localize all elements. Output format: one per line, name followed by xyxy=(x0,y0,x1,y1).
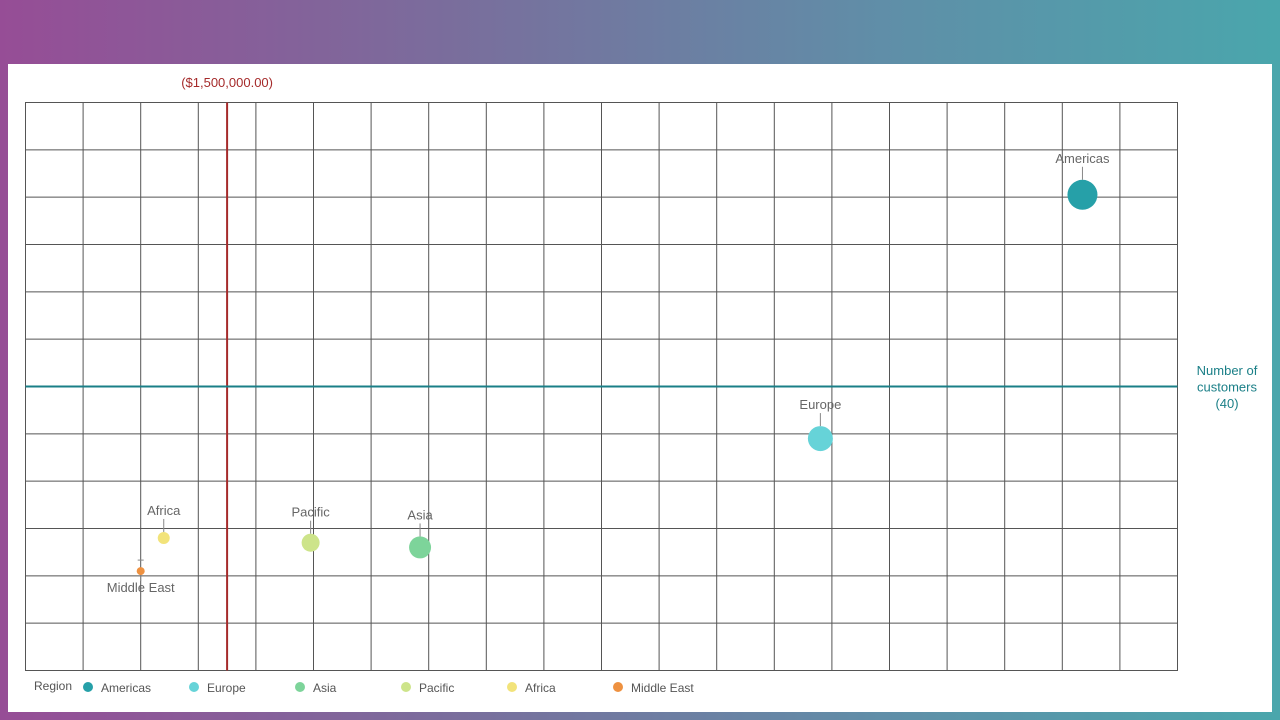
x-reference-label: ($1,500,000.00) xyxy=(181,75,273,90)
legend-swatch xyxy=(401,682,411,692)
chart-card xyxy=(8,64,1272,712)
reference-lines: ($1,500,000.00) Number of customers (40) xyxy=(25,75,1258,671)
legend-item-label: Americas xyxy=(101,681,151,695)
data-label: Africa xyxy=(147,503,181,518)
legend-swatch xyxy=(295,682,305,692)
legend-swatch xyxy=(613,682,623,692)
data-point-europe xyxy=(807,426,833,452)
data-label: Asia xyxy=(407,507,433,522)
data-label: Middle East xyxy=(107,580,175,595)
data-point-asia xyxy=(409,536,432,559)
legend-item-label: Asia xyxy=(313,681,337,695)
data-point-middle-east xyxy=(136,567,145,576)
data-label: Americas xyxy=(1055,151,1110,166)
data-points: Americas Europe Asia Pacific Africa Middle Ea… xyxy=(107,151,1110,595)
legend: Region Americas Europe Asia Pacific Africa Mid… xyxy=(34,679,694,695)
data-point-americas xyxy=(1067,179,1098,210)
legend-swatch xyxy=(83,682,93,692)
legend-swatch xyxy=(507,682,517,692)
legend-title: Region xyxy=(34,679,72,693)
legend-swatch xyxy=(189,682,199,692)
data-label: Europe xyxy=(799,397,841,412)
data-point-pacific xyxy=(301,533,320,552)
legend-item-label: Middle East xyxy=(631,681,694,695)
legend-item-label: Europe xyxy=(207,681,246,695)
data-label: Pacific xyxy=(291,505,330,520)
legend-item-label: Africa xyxy=(525,681,556,695)
y-reference-label: Number of customers (40) xyxy=(1197,363,1258,411)
data-point-africa xyxy=(157,531,170,544)
legend-item-label: Pacific xyxy=(419,681,454,695)
